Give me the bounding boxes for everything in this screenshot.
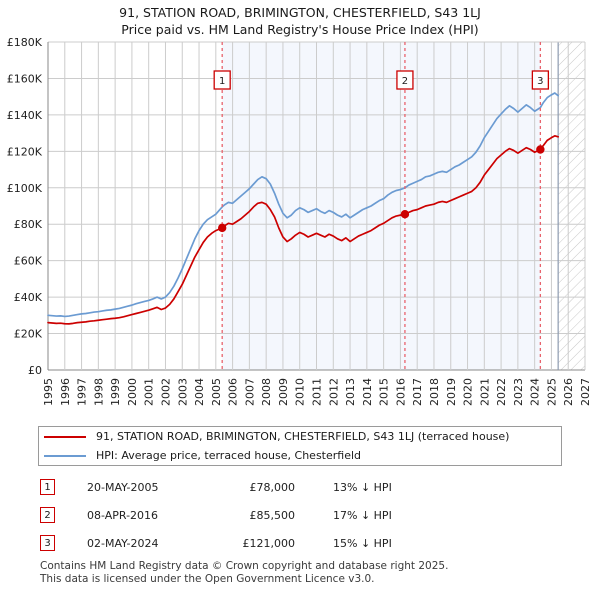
svg-text:£160K: £160K: [7, 72, 43, 85]
svg-text:2006: 2006: [227, 378, 240, 406]
svg-text:2015: 2015: [378, 378, 391, 406]
transaction-date-3: 02-MAY-2024: [87, 536, 159, 550]
title-line-2: Price paid vs. HM Land Registry's House …: [121, 22, 479, 37]
transaction-price-3: £121,000: [242, 536, 296, 550]
svg-text:2001: 2001: [143, 378, 156, 406]
svg-text:2012: 2012: [327, 378, 340, 406]
svg-text:2000: 2000: [126, 378, 139, 406]
svg-text:1999: 1999: [109, 378, 122, 406]
svg-text:2009: 2009: [277, 378, 290, 406]
transaction-price-1: £78,000: [249, 480, 296, 494]
svg-text:2018: 2018: [428, 378, 441, 406]
page-title: 91, STATION ROAD, BRIMINGTON, CHESTERFIE…: [0, 4, 600, 38]
transaction-delta-3: 15% ↓ HPI: [333, 536, 392, 550]
svg-text:2016: 2016: [394, 378, 407, 406]
svg-text:2020: 2020: [462, 378, 475, 406]
svg-text:2027: 2027: [579, 378, 592, 406]
svg-text:£20K: £20K: [14, 328, 43, 341]
legend-item-hpi: HPI: Average price, terraced house, Ches…: [39, 446, 561, 465]
svg-text:2004: 2004: [193, 378, 206, 406]
svg-text:£120K: £120K: [7, 145, 43, 158]
svg-text:2017: 2017: [411, 378, 424, 406]
svg-text:£0: £0: [28, 364, 42, 377]
svg-text:3: 3: [537, 76, 543, 87]
legend-swatch-price-paid: [44, 435, 86, 438]
transaction-delta-1: 13% ↓ HPI: [333, 480, 392, 494]
footer-line-2: This data is licensed under the Open Gov…: [40, 572, 375, 585]
transaction-date-1: 20-MAY-2005: [87, 480, 159, 494]
svg-text:2014: 2014: [361, 378, 374, 406]
transaction-badge-2: 2: [40, 507, 55, 523]
svg-text:2022: 2022: [495, 378, 508, 406]
svg-text:2: 2: [402, 76, 408, 87]
transactions-table: 1 20-MAY-2005 £78,000 13% ↓ HPI 2 08-APR…: [40, 473, 460, 557]
price-history-chart: £0 £20K £40K £60K £80K £100K £120K £140K £160K £1…: [7, 36, 592, 406]
table-row: 3 02-MAY-2024 £121,000 15% ↓ HPI: [40, 529, 460, 557]
transaction-badge-1: 1: [40, 479, 55, 495]
svg-text:2010: 2010: [294, 378, 307, 406]
svg-text:2021: 2021: [478, 378, 491, 406]
svg-text:£80K: £80K: [14, 218, 43, 231]
table-row: 1 20-MAY-2005 £78,000 13% ↓ HPI: [40, 473, 460, 501]
footer-line-1: Contains HM Land Registry data © Crown c…: [40, 560, 449, 572]
svg-text:2005: 2005: [210, 378, 223, 406]
table-row: 2 08-APR-2016 £85,500 17% ↓ HPI: [40, 501, 460, 529]
svg-text:1: 1: [219, 76, 225, 87]
transaction-price-2: £85,500: [249, 508, 296, 522]
svg-text:£40K: £40K: [14, 291, 43, 304]
legend-item-price-paid: 91, STATION ROAD, BRIMINGTON, CHESTERFIE…: [39, 427, 561, 446]
legend-label-price-paid: 91, STATION ROAD, BRIMINGTON, CHESTERFIE…: [96, 430, 510, 443]
svg-text:2011: 2011: [311, 378, 324, 406]
attribution-footer: Contains HM Land Registry data © Crown c…: [40, 560, 580, 585]
svg-text:2025: 2025: [545, 378, 558, 406]
legend-swatch-hpi: [44, 454, 86, 457]
svg-text:2003: 2003: [176, 378, 189, 406]
transaction-date-2: 08-APR-2016: [87, 508, 159, 522]
svg-text:1995: 1995: [42, 378, 55, 406]
svg-text:1998: 1998: [92, 378, 105, 406]
chart-legend: 91, STATION ROAD, BRIMINGTON, CHESTERFIE…: [38, 426, 562, 466]
svg-text:2019: 2019: [445, 378, 458, 406]
svg-text:2023: 2023: [512, 378, 525, 406]
svg-text:2007: 2007: [243, 378, 256, 406]
svg-text:£60K: £60K: [14, 255, 43, 268]
title-line-1: 91, STATION ROAD, BRIMINGTON, CHESTERFIE…: [119, 5, 481, 20]
svg-text:2026: 2026: [562, 378, 575, 406]
svg-text:1997: 1997: [76, 378, 89, 406]
svg-text:2002: 2002: [159, 378, 172, 406]
transaction-badge-3: 3: [40, 535, 55, 551]
svg-text:2024: 2024: [529, 378, 542, 406]
legend-label-hpi: HPI: Average price, terraced house, Ches…: [96, 449, 362, 462]
svg-text:1996: 1996: [59, 378, 72, 406]
svg-text:2013: 2013: [344, 378, 357, 406]
transaction-delta-2: 17% ↓ HPI: [333, 508, 392, 522]
svg-text:2008: 2008: [260, 378, 273, 406]
svg-text:£100K: £100K: [7, 182, 43, 195]
svg-text:£180K: £180K: [7, 36, 43, 49]
svg-text:£140K: £140K: [7, 109, 43, 122]
